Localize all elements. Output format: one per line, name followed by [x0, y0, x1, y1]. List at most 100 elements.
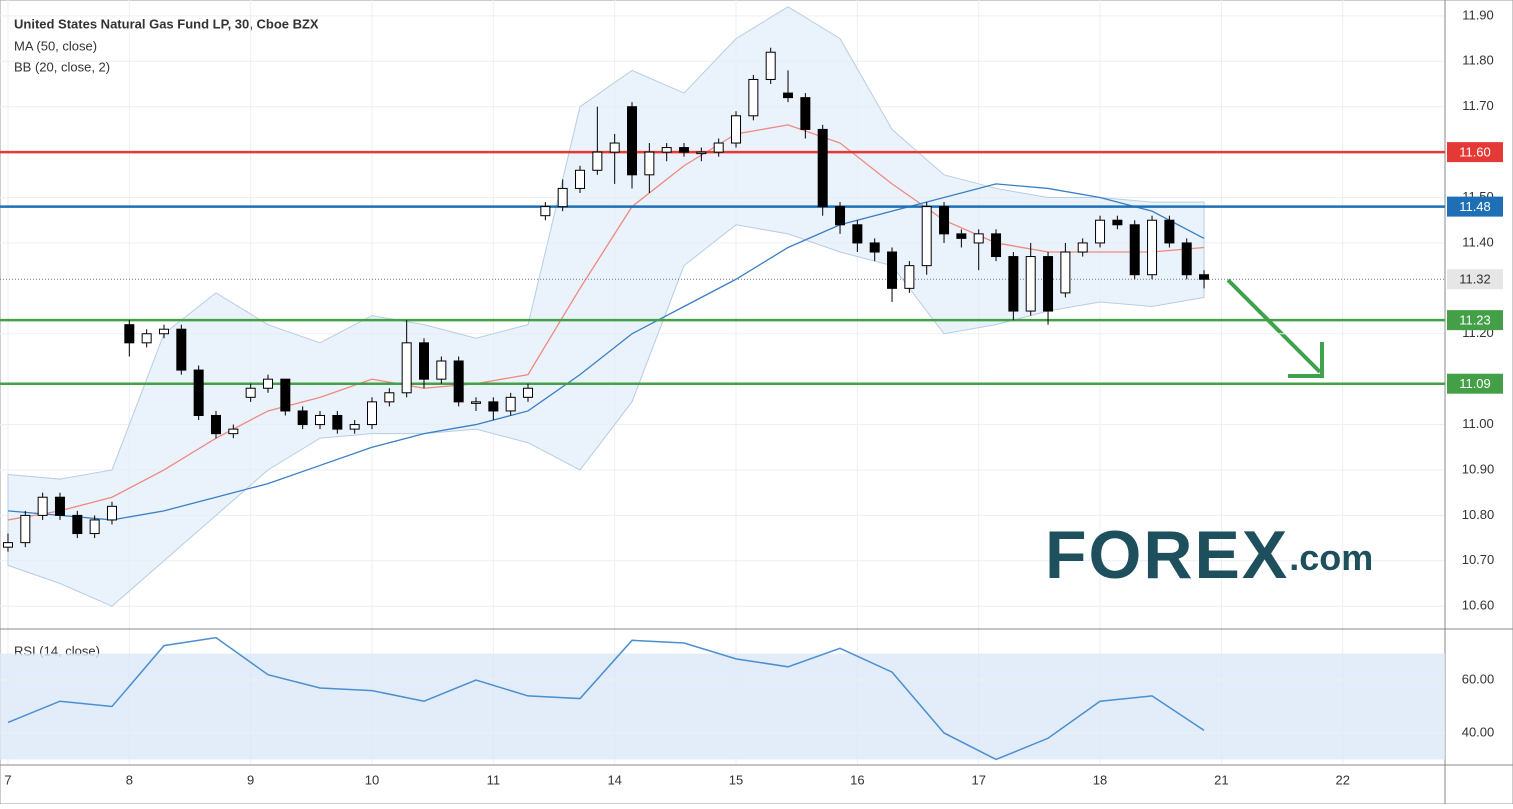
candle-body: [176, 328, 187, 371]
candle-body: [852, 224, 863, 244]
candle-body: [349, 424, 360, 430]
candle-body: [332, 414, 343, 430]
y-tick-label: 11.40: [1462, 234, 1494, 249]
candle-body: [245, 387, 256, 398]
candle-body: [401, 342, 412, 394]
x-tick-label: 15: [729, 772, 743, 787]
candle-body: [1043, 256, 1054, 312]
candle-body: [262, 378, 273, 389]
x-tick-label: 17: [971, 772, 985, 787]
candle-body: [696, 151, 707, 155]
candle-body: [488, 401, 499, 412]
y-tick-label: 11.00: [1462, 416, 1494, 431]
candle-body: [887, 251, 898, 289]
candle-body: [592, 151, 603, 171]
candle-body: [297, 410, 308, 426]
x-tick-label: 8: [126, 772, 133, 787]
legend-bb: BB (20, close, 2): [14, 59, 110, 74]
candle-body: [731, 115, 742, 144]
candle-body: [1199, 274, 1210, 280]
candle-body: [973, 233, 984, 244]
y-tick-label: 10.80: [1462, 507, 1495, 522]
candle-body: [627, 106, 638, 176]
x-tick-label: 10: [365, 772, 379, 787]
candle-body: [1008, 256, 1019, 312]
candle-body: [1077, 242, 1088, 253]
candle-body: [817, 128, 828, 208]
bollinger-band: [7, 6, 1205, 607]
candle-body: [419, 342, 430, 380]
level-tag: [1447, 142, 1503, 163]
level-label: 11.60: [1459, 145, 1491, 160]
candle-body: [939, 206, 950, 235]
candle-body: [54, 496, 65, 516]
candle-body: [800, 97, 811, 130]
candle-body: [748, 78, 759, 117]
x-tick-label: 22: [1335, 772, 1349, 787]
x-tick-label: 9: [247, 772, 254, 787]
candle-body: [436, 360, 447, 380]
candle-body: [89, 519, 100, 535]
candle-body: [1095, 219, 1106, 244]
candle-body: [453, 360, 464, 403]
candle-body: [644, 151, 655, 176]
candle-body: [280, 378, 291, 412]
y-tick-label: 11.90: [1462, 7, 1494, 22]
legend-ma: MA (50, close): [14, 38, 97, 53]
x-tick-label: 7: [4, 772, 11, 787]
candle-body: [1129, 224, 1140, 276]
x-tick-label: 16: [850, 772, 864, 787]
candle-body: [384, 392, 395, 403]
candle-body: [158, 328, 169, 335]
candle-body: [523, 387, 534, 398]
candle-body: [1181, 242, 1192, 276]
logo: FOREX.com: [1045, 517, 1373, 593]
candle-body: [314, 414, 325, 426]
candle-body: [869, 242, 880, 253]
level-label: 11.48: [1459, 199, 1491, 214]
candle-body: [575, 169, 586, 189]
level-tag: [1447, 196, 1503, 217]
candle-body: [1060, 251, 1071, 294]
arrow: [1226, 278, 1324, 378]
y-tick-label: 10.60: [1462, 598, 1495, 613]
ma-line: [7, 183, 1205, 521]
bb-basis: [7, 124, 1205, 521]
candle-body: [1147, 219, 1158, 276]
candle-body: [835, 206, 846, 226]
candle-body: [366, 401, 377, 426]
candle-body: [1164, 219, 1175, 244]
logo-suffix: .com: [1289, 537, 1373, 578]
y-tick-label: 60.00: [1462, 671, 1495, 686]
candle-body: [106, 505, 117, 521]
candle-body: [1112, 219, 1123, 226]
y-tick-label: 10.70: [1462, 552, 1495, 567]
y-tick-label: 10.90: [1462, 461, 1495, 476]
candle-body: [713, 142, 724, 153]
candle-body: [765, 51, 776, 80]
candle-body: [557, 187, 568, 208]
candle-body: [505, 396, 516, 412]
candle-body: [37, 496, 48, 516]
level-label: 11.23: [1459, 313, 1491, 328]
x-tick-label: 11: [487, 772, 501, 787]
candle-body: [609, 142, 620, 153]
x-tick-label: 21: [1214, 772, 1228, 787]
candle-body: [661, 147, 672, 153]
candle-body: [783, 92, 794, 99]
candle-body: [193, 369, 204, 416]
rsi-line: [7, 636, 1205, 761]
last-price-label: 11.32: [1459, 272, 1491, 287]
chart-title: United States Natural Gas Fund LP, 30, C…: [14, 16, 319, 31]
candle-body: [141, 333, 152, 344]
candle-body: [921, 206, 932, 267]
candle-body: [956, 233, 967, 239]
rsi-band: [0, 653, 1445, 760]
candle-body: [540, 206, 551, 217]
x-tick-label: 18: [1093, 772, 1107, 787]
candle-body: [991, 233, 1002, 258]
candle-body: [20, 514, 31, 544]
candle-body: [124, 324, 135, 344]
candle-body: [679, 147, 690, 153]
